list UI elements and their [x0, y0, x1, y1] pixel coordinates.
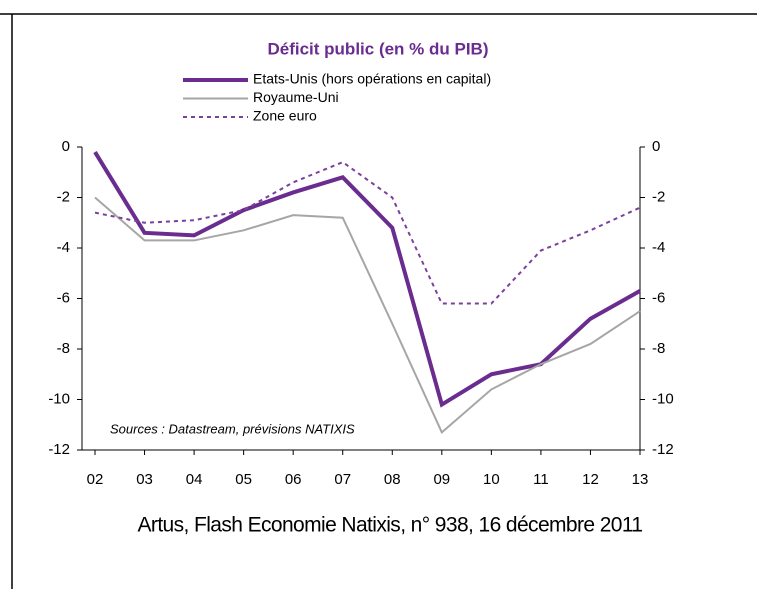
y-tick-label: -4 [57, 239, 70, 256]
y-tick-label: 0 [62, 138, 70, 155]
y-tick-label: -6 [57, 289, 70, 306]
legend-label: Royaume-Uni [253, 89, 339, 105]
x-tick-label: 09 [433, 471, 450, 488]
x-tick-label: 11 [533, 471, 549, 488]
series-line [94, 161, 641, 305]
x-tick-label: 02 [87, 471, 104, 488]
y2-tick-label: -12 [652, 441, 674, 458]
x-tick-label: 10 [483, 471, 500, 488]
x-tick-label: 04 [186, 471, 203, 488]
y2-tick-label: -2 [652, 188, 665, 205]
y-tick-label: -2 [57, 188, 70, 205]
x-tick-label: 07 [334, 471, 351, 488]
annotation: Sources : Datastream, prévisions NATIXIS [110, 421, 355, 436]
caption: Artus, Flash Economie Natixis, n° 938, 1… [138, 514, 643, 537]
x-tick-label: 13 [632, 471, 649, 488]
y-tick-label: -8 [57, 340, 70, 357]
series-line [94, 196, 641, 434]
x-tick-label: 08 [384, 471, 401, 488]
chart-title: Déficit public (en % du PIB) [267, 39, 488, 58]
y2-tick-label: -6 [652, 289, 665, 306]
legend-label: Etats-Unis (hors opérations en capital) [253, 71, 491, 87]
y2-tick-label: -10 [652, 390, 674, 407]
y-tick-label: -10 [48, 390, 70, 407]
series-line [93, 151, 641, 408]
x-tick-label: 12 [582, 471, 599, 488]
legend-label: Zone euro [253, 108, 317, 124]
x-tick-label: 06 [285, 471, 302, 488]
x-tick-label: 05 [235, 471, 252, 488]
y2-tick-label: -4 [652, 239, 665, 256]
y-tick-label: -12 [48, 441, 70, 458]
x-tick-label: 03 [136, 471, 153, 488]
y2-tick-label: 0 [652, 138, 660, 155]
y2-tick-label: -8 [652, 340, 665, 357]
